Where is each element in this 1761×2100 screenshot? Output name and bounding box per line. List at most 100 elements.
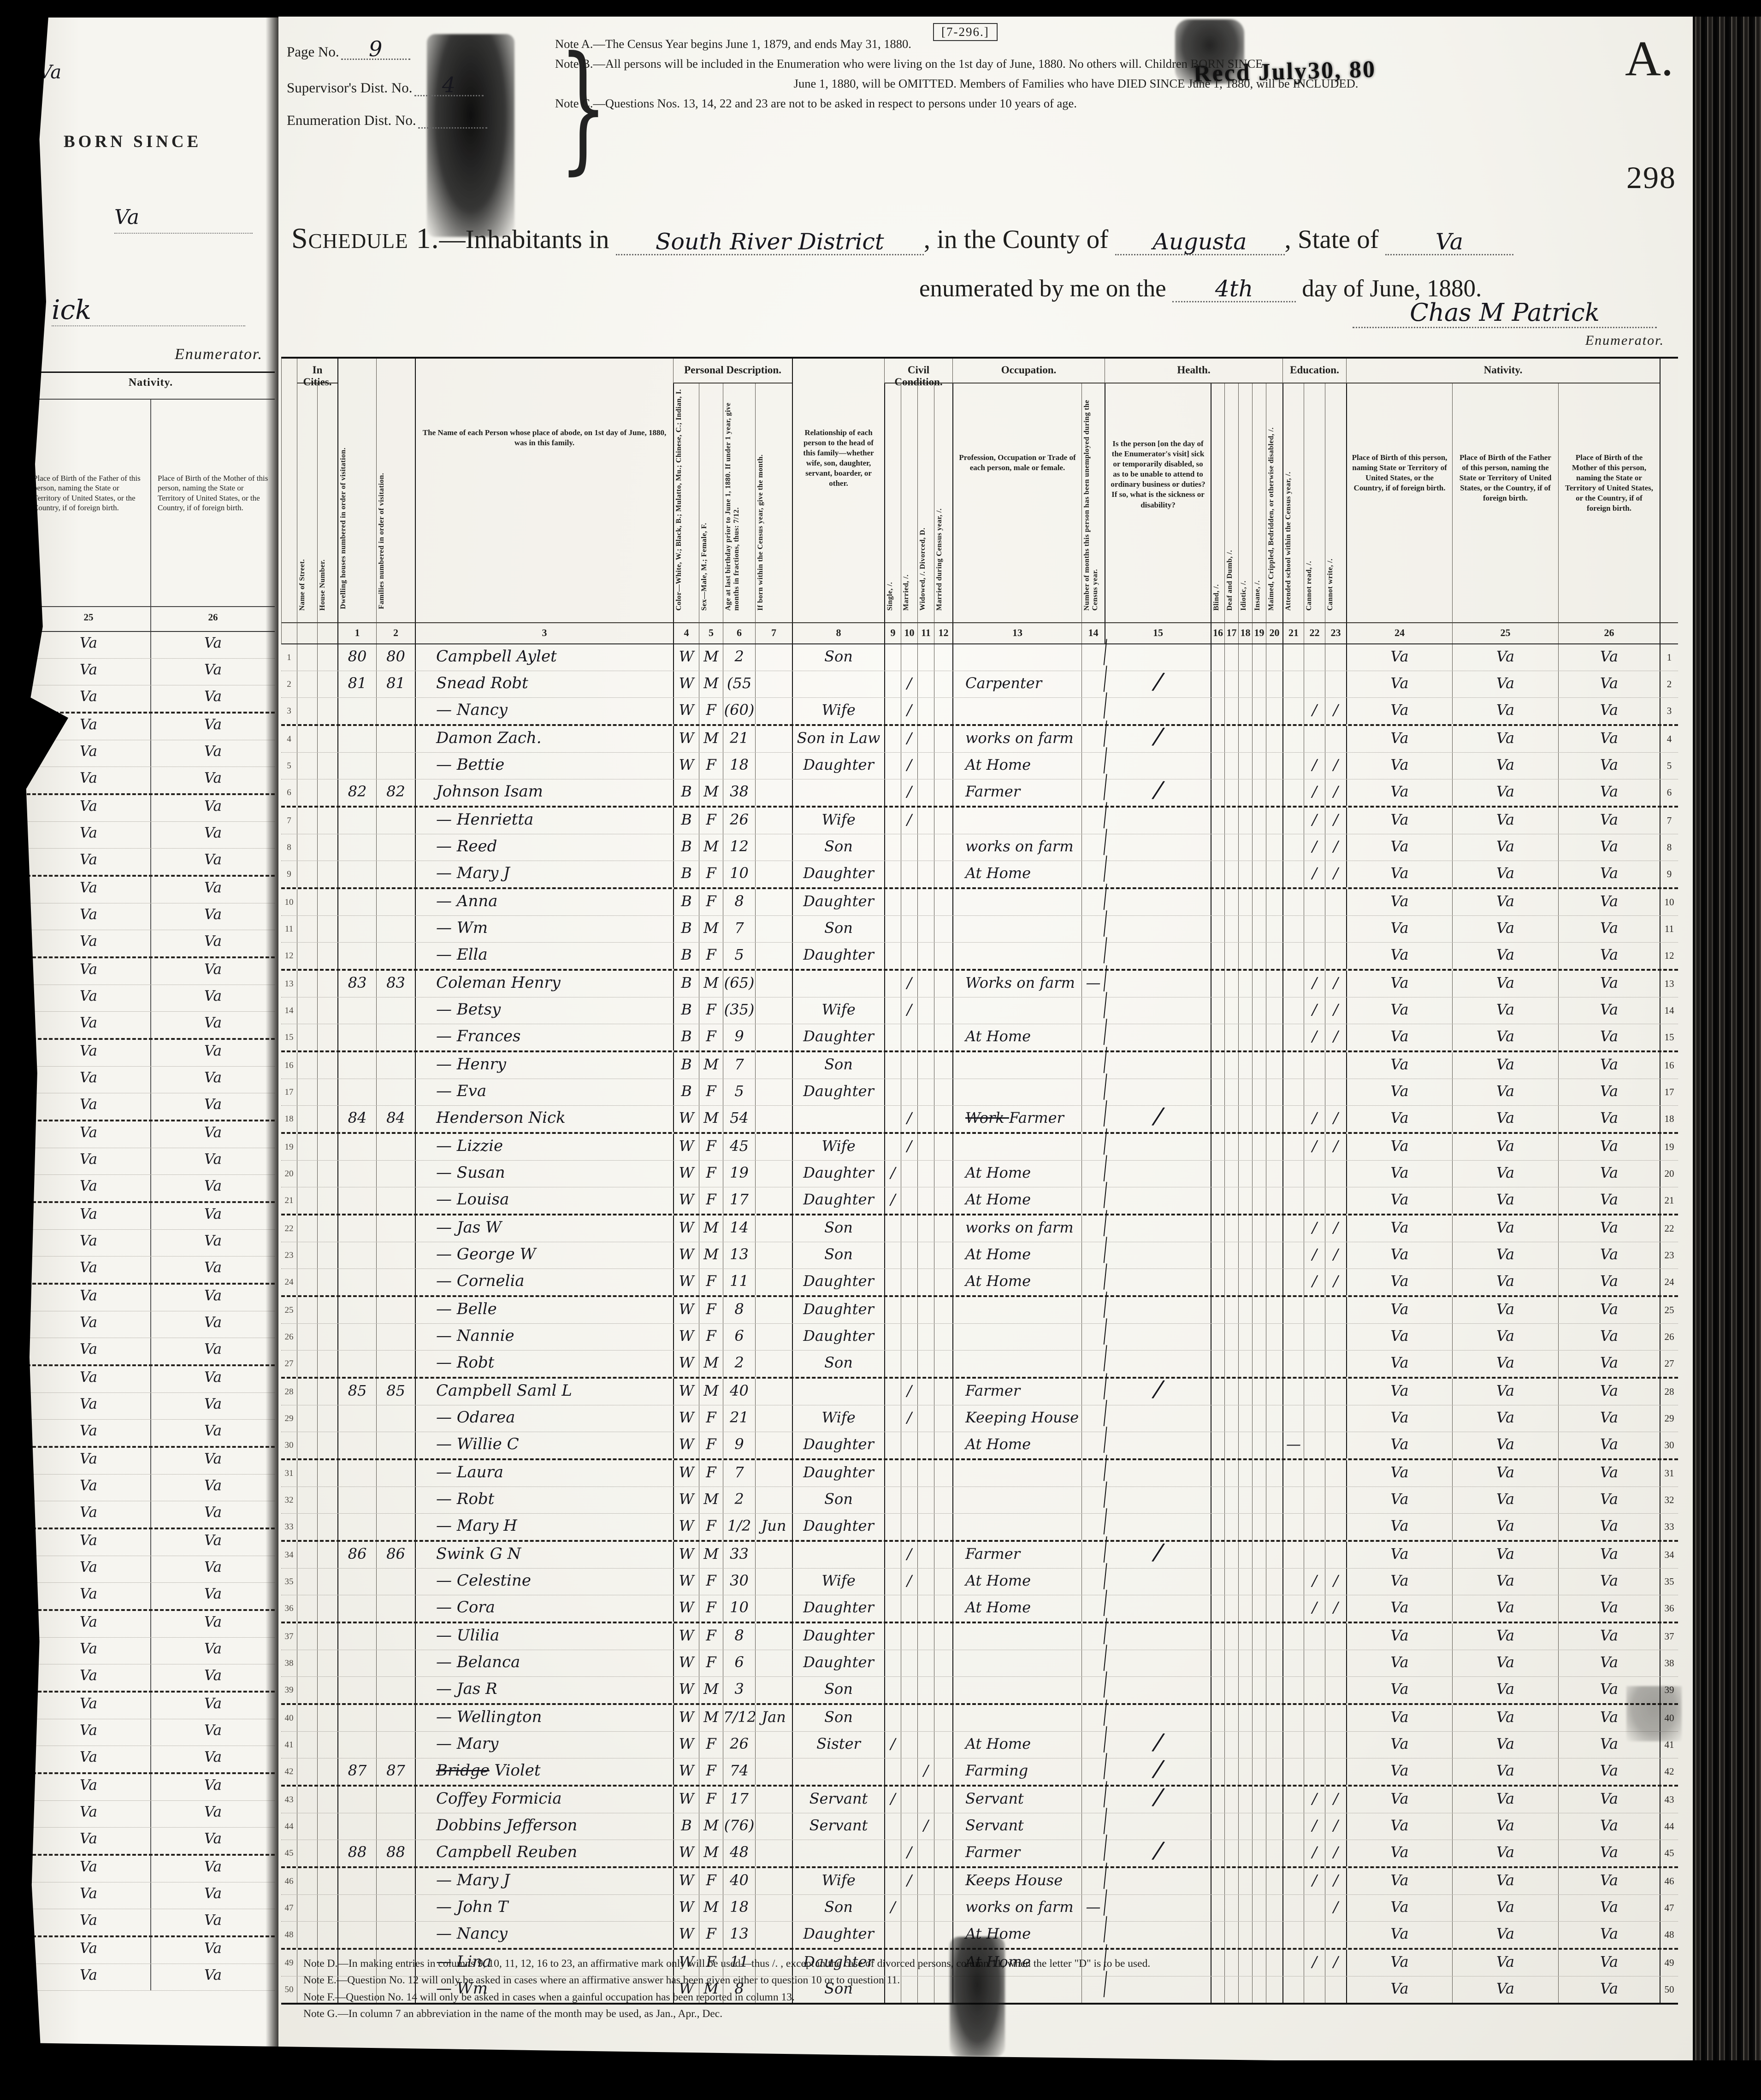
cell-s9 bbox=[884, 1758, 901, 1785]
cell-occ: Farmer bbox=[952, 1542, 1081, 1568]
fragment-row: Va Va bbox=[27, 1393, 275, 1420]
cell-n26: Va bbox=[1558, 1868, 1660, 1894]
cell-h17 bbox=[1224, 1623, 1238, 1650]
note-g: Note G.—In column 7 an abbreviation in t… bbox=[303, 2008, 723, 2020]
cell-mo bbox=[755, 1569, 792, 1595]
fragment-cell: Va bbox=[79, 1559, 98, 1575]
column-number: 15 bbox=[1105, 622, 1211, 643]
cell-n25: Va bbox=[1452, 971, 1558, 997]
cell-_nr: 34 bbox=[1660, 1542, 1678, 1568]
cell-e21 bbox=[1282, 1514, 1304, 1540]
cell-_nr: 7 bbox=[1660, 808, 1678, 834]
cell-h16 bbox=[1211, 1215, 1224, 1242]
fragment-row: Va Va bbox=[27, 822, 275, 849]
cell-_hn bbox=[317, 753, 337, 779]
cell-mo bbox=[755, 1650, 792, 1676]
cell-e21 bbox=[1282, 971, 1304, 997]
cell-n25: Va bbox=[1452, 1840, 1558, 1866]
cell-h20 bbox=[1266, 1432, 1282, 1458]
cell-dw bbox=[337, 1813, 376, 1840]
cell-h18 bbox=[1238, 1868, 1252, 1894]
cell-n26: Va bbox=[1558, 1595, 1660, 1622]
cell-w11 bbox=[917, 1732, 934, 1758]
cell-name: Swink G N bbox=[415, 1542, 673, 1568]
cell-un bbox=[1081, 808, 1105, 834]
cell-fm bbox=[376, 1052, 415, 1079]
cell-my12 bbox=[934, 1895, 952, 1921]
table-row: 1 80 80 Campbell Aylet W M 2 Son Va Va Va 1 bbox=[281, 639, 1678, 676]
cell-h19 bbox=[1252, 1187, 1266, 1214]
cell-h19 bbox=[1252, 861, 1266, 887]
cell-fm: 82 bbox=[376, 779, 415, 806]
cell-h17 bbox=[1224, 861, 1238, 887]
cell-_nl: 13 bbox=[284, 979, 294, 989]
group-label-incities: In Cities. bbox=[297, 359, 337, 388]
cell-occ: At Home bbox=[952, 1161, 1081, 1187]
cell-h20 bbox=[1266, 1840, 1282, 1866]
county-value: Augusta bbox=[1115, 230, 1285, 255]
table-row: 47— John T W M 18 Son / works on farm — / Va Va Va 4… bbox=[281, 1889, 1678, 1927]
cell-e22: / bbox=[1304, 1950, 1325, 1976]
cell-a: 11 bbox=[723, 1269, 755, 1295]
cell-dw: 88 bbox=[337, 1840, 376, 1866]
cell-fm: 88 bbox=[376, 1840, 415, 1866]
cell-rel: Daughter bbox=[792, 889, 884, 915]
cell-s: F bbox=[699, 753, 723, 779]
column-label-12: Married during Census year, /. bbox=[935, 508, 943, 611]
cell-h20 bbox=[1266, 1079, 1282, 1105]
cell-rel: Servant bbox=[792, 1787, 884, 1813]
cell-m10 bbox=[901, 1650, 917, 1676]
cell-_nr: 50 bbox=[1660, 1976, 1678, 2003]
fragment-cell: Va bbox=[79, 851, 98, 868]
cell-dw bbox=[337, 1868, 376, 1894]
header-cell: Maimed, Crippled, Bedridden, or otherwis… bbox=[1266, 383, 1282, 622]
cell-c: W bbox=[673, 1432, 699, 1458]
cell-a: 6 bbox=[723, 1324, 755, 1350]
cell-n25: Va bbox=[1452, 1024, 1558, 1050]
cell-m10 bbox=[901, 1813, 917, 1840]
cell-name: — Henrietta bbox=[415, 808, 673, 834]
cell-n24: Va bbox=[1346, 1161, 1452, 1187]
cell-m10 bbox=[901, 1758, 917, 1785]
cell-un bbox=[1081, 753, 1105, 779]
cell-e23 bbox=[1325, 1379, 1346, 1405]
cell-name: — Mary H bbox=[415, 1514, 673, 1540]
cell-h17 bbox=[1224, 1787, 1238, 1813]
cell-m10: / bbox=[901, 1868, 917, 1894]
cell-_nl: 30 bbox=[284, 1440, 294, 1450]
column-label-1: Dwelling houses numbered in order of vis… bbox=[339, 448, 347, 609]
cell-h16 bbox=[1211, 1868, 1224, 1894]
cell-mo bbox=[755, 1405, 792, 1432]
cell-fm bbox=[376, 1623, 415, 1650]
cell-a: 17 bbox=[723, 1187, 755, 1214]
cell-n26: Va bbox=[1558, 1950, 1660, 1976]
cell-w11 bbox=[917, 1623, 934, 1650]
cell-_nl: 2 bbox=[287, 679, 291, 689]
cell-e21 bbox=[1282, 1787, 1304, 1813]
cell-e22 bbox=[1304, 1895, 1325, 1921]
cell-s9 bbox=[884, 1595, 901, 1622]
cell-un bbox=[1081, 1024, 1105, 1050]
page-no-label: Page No. bbox=[287, 43, 339, 60]
cell-s9 bbox=[884, 1405, 901, 1432]
fragment-row: Va Va bbox=[27, 1529, 275, 1556]
cell-occ: works on farm bbox=[952, 726, 1081, 752]
cell-m10 bbox=[901, 1460, 917, 1487]
cell-h18 bbox=[1238, 1405, 1252, 1432]
cell-c: W bbox=[673, 1976, 699, 2003]
cell-w11 bbox=[917, 861, 934, 887]
cell-n25: Va bbox=[1452, 1705, 1558, 1731]
fragment-cell: Va bbox=[79, 1015, 98, 1031]
cell-dw bbox=[337, 1215, 376, 1242]
cell-h18 bbox=[1238, 1460, 1252, 1487]
cell-mo bbox=[755, 1595, 792, 1622]
cell-name: — Nancy bbox=[415, 1922, 673, 1948]
table-row: 11— Wm B M 7 Son Va Va Va 11 bbox=[281, 910, 1678, 948]
cell-un bbox=[1081, 1379, 1105, 1405]
col25-label: Place of Birth of the Father of this per… bbox=[33, 474, 141, 512]
cell-h18 bbox=[1238, 644, 1252, 671]
cell-_hn bbox=[317, 1976, 337, 2003]
cell-s9 bbox=[884, 644, 901, 671]
cell-e21 bbox=[1282, 1024, 1304, 1050]
cell-h17 bbox=[1224, 1758, 1238, 1785]
